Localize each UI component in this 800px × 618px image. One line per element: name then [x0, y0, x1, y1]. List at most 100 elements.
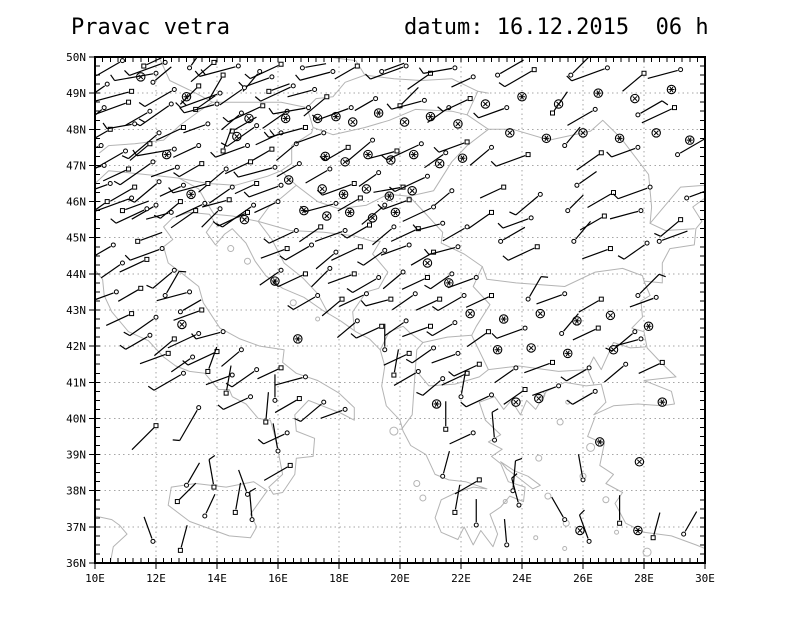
wind-barb [386, 103, 393, 110]
axis-label-y: 45N [66, 232, 86, 245]
station-marker [391, 372, 397, 378]
wind-station [498, 226, 526, 244]
wind-shaft [502, 218, 529, 229]
calm-station [407, 185, 417, 196]
calm-station [367, 213, 378, 223]
calm-station [422, 258, 433, 268]
wind-shaft [156, 292, 187, 302]
wind-station [225, 367, 260, 388]
wind-barb [431, 306, 439, 312]
calm-cross [507, 130, 513, 136]
wind-station [272, 374, 278, 403]
wind-station [222, 103, 266, 123]
station-marker [168, 209, 174, 215]
coastline [593, 197, 705, 416]
wind-station [511, 473, 522, 508]
station-marker [501, 184, 507, 190]
station-marker [327, 265, 333, 271]
wind-station [183, 121, 211, 134]
station-marker [403, 318, 409, 324]
wind-barb [418, 67, 424, 74]
calm-cross [411, 151, 416, 158]
wind-station [562, 126, 581, 149]
wind-shaft [248, 185, 279, 198]
station-marker [406, 242, 412, 248]
station-marker [174, 164, 180, 170]
station-marker [278, 365, 284, 371]
station-marker [440, 220, 446, 226]
calm-cross [646, 323, 651, 330]
calm-circle [136, 72, 146, 82]
station-marker [632, 329, 638, 335]
station-marker [473, 522, 479, 528]
wind-barb [200, 69, 206, 76]
wind-shaft [295, 133, 322, 144]
station-marker [379, 323, 385, 329]
wind-station [327, 271, 357, 284]
wind-station [469, 144, 494, 166]
calm-cross [437, 161, 443, 167]
calm-cross [632, 96, 638, 102]
wind-shaft [401, 86, 419, 105]
station-marker [153, 423, 159, 429]
wind-station [173, 143, 202, 158]
station-marker [431, 204, 437, 210]
station-marker [196, 83, 202, 89]
wind-station [334, 63, 360, 80]
wind-shaft [536, 294, 563, 305]
calm-cross [424, 260, 430, 266]
wind-barb [244, 73, 251, 80]
axis-label-x: 10E [85, 572, 105, 585]
wind-barb [365, 73, 371, 80]
wind-shaft [275, 145, 295, 161]
calm-cross [324, 213, 330, 219]
wind-shaft [451, 77, 471, 88]
wind-station [162, 270, 187, 299]
station-marker [424, 274, 430, 280]
station-marker [141, 63, 147, 69]
wind-shaft [143, 516, 153, 539]
wind-station [452, 484, 461, 515]
wind-barb [426, 331, 433, 337]
wind-shaft [95, 91, 129, 102]
wind-shaft [305, 63, 327, 68]
wind-shaft [391, 100, 422, 110]
calm-circle [338, 189, 349, 200]
wind-shaft [106, 123, 132, 130]
station-marker [476, 361, 482, 367]
station-marker [278, 267, 284, 273]
wind-shaft [201, 210, 219, 228]
wind-station [260, 246, 290, 259]
wind-shaft [208, 188, 231, 204]
station-marker [470, 74, 476, 80]
wind-station [159, 182, 186, 197]
wind-shaft [507, 247, 535, 261]
axis-label-y: 36N [66, 557, 86, 570]
wind-station [177, 299, 202, 315]
wind-shaft [566, 368, 587, 382]
station-marker [601, 213, 607, 219]
wind-station [383, 350, 412, 366]
wind-station [380, 242, 412, 256]
wind-shaft [391, 294, 414, 311]
wind-station [360, 296, 394, 307]
wind-station [170, 354, 196, 373]
calm-station [186, 189, 196, 200]
wind-shaft [441, 373, 465, 386]
station-marker [254, 123, 260, 129]
calm-station [643, 321, 654, 332]
station-marker [562, 143, 568, 149]
wind-station [295, 68, 336, 81]
wind-barb [389, 186, 396, 192]
wind-station [294, 399, 327, 422]
wind-station [587, 190, 616, 209]
wind-shaft [380, 245, 407, 256]
calm-circle [666, 84, 677, 95]
wind-station [175, 200, 208, 218]
calm-circle [511, 397, 521, 407]
station-marker [357, 195, 363, 201]
station-marker [144, 206, 150, 212]
wind-barb [124, 70, 130, 76]
wind-barb [147, 385, 155, 391]
station-marker [437, 296, 443, 302]
